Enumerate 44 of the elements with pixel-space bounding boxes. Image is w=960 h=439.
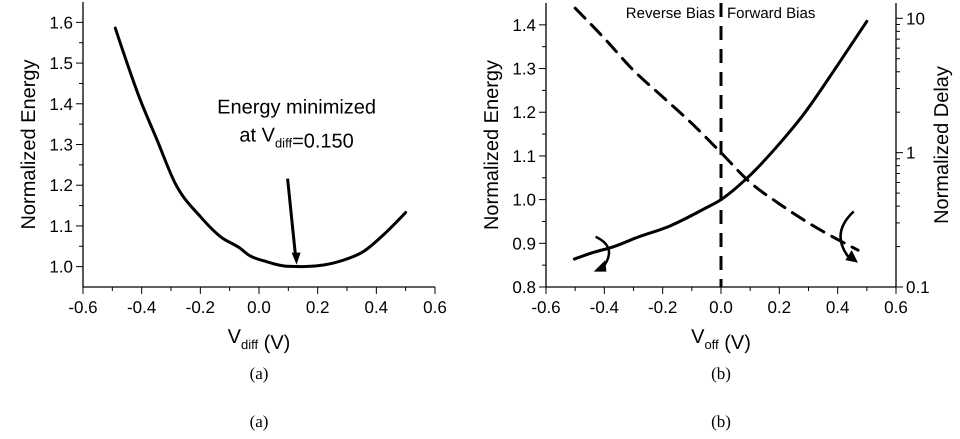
y-tick-label: 1.1 <box>49 216 73 236</box>
text: (a) <box>250 412 268 431</box>
x-tick-label: 0.6 <box>423 298 447 317</box>
annotation: Forward Bias <box>727 5 816 22</box>
y-tick-label: 0.9 <box>512 234 536 254</box>
y2-axis-title: Normalized Delay <box>931 66 953 224</box>
y2-tick-label: 0.1 <box>906 278 930 297</box>
y-axis-title: Normalized Energy <box>481 60 503 230</box>
y-tick-label: 1.0 <box>49 258 73 277</box>
x-tick-label: 0.0 <box>247 298 271 317</box>
x-axis-title: V$_{diff}$ (V) <box>228 326 290 354</box>
y2-tick-label: 10 <box>906 9 925 28</box>
text: (b) <box>711 412 731 431</box>
x-tick-label: 0.4 <box>826 298 850 317</box>
annotation: Reverse Bias <box>626 5 715 22</box>
x-tick-label: -0.4 <box>590 298 619 317</box>
x-tick-label: -0.2 <box>648 298 678 317</box>
x-tick-label: -0.2 <box>186 298 215 317</box>
y-tick-label: 1.3 <box>49 136 73 154</box>
x-tick-label: 0.4 <box>364 298 388 317</box>
x-axis-title: V$_{off}$ (V) <box>691 326 751 354</box>
x-tick-label: -0.6 <box>68 298 98 317</box>
y-axis-title: Normalized Energy <box>18 59 40 230</box>
y-tick-label: 1.2 <box>49 176 73 196</box>
x-tick-label: 0.2 <box>768 298 792 317</box>
annotation: Energy minimized at V$_{diff}$=0.150 <box>217 96 376 153</box>
y-tick-label: 1.0 <box>512 190 536 210</box>
y-tick-label: 1.5 <box>49 54 73 74</box>
y-tick-label: 1.4 <box>512 16 536 35</box>
y2-tick-label: 1 <box>906 144 916 163</box>
x-tick-label: 0.0 <box>709 298 733 317</box>
y-tick-label: 1.2 <box>512 103 536 122</box>
text: (a) <box>250 364 268 383</box>
x-tick-label: -0.4 <box>127 298 156 317</box>
y-tick-label: 1.6 <box>49 13 73 32</box>
y-tick-label: 1.4 <box>49 94 73 114</box>
x-tick-label: 0.2 <box>306 298 330 317</box>
y-tick-label: 1.1 <box>512 146 536 166</box>
text: (b) <box>711 364 731 383</box>
y-tick-label: 1.3 <box>512 60 536 79</box>
x-tick-label: 0.6 <box>884 298 908 317</box>
line-series <box>114 26 408 268</box>
y-tick-label: 0.8 <box>512 278 536 297</box>
x-tick-label: -0.6 <box>531 298 561 317</box>
